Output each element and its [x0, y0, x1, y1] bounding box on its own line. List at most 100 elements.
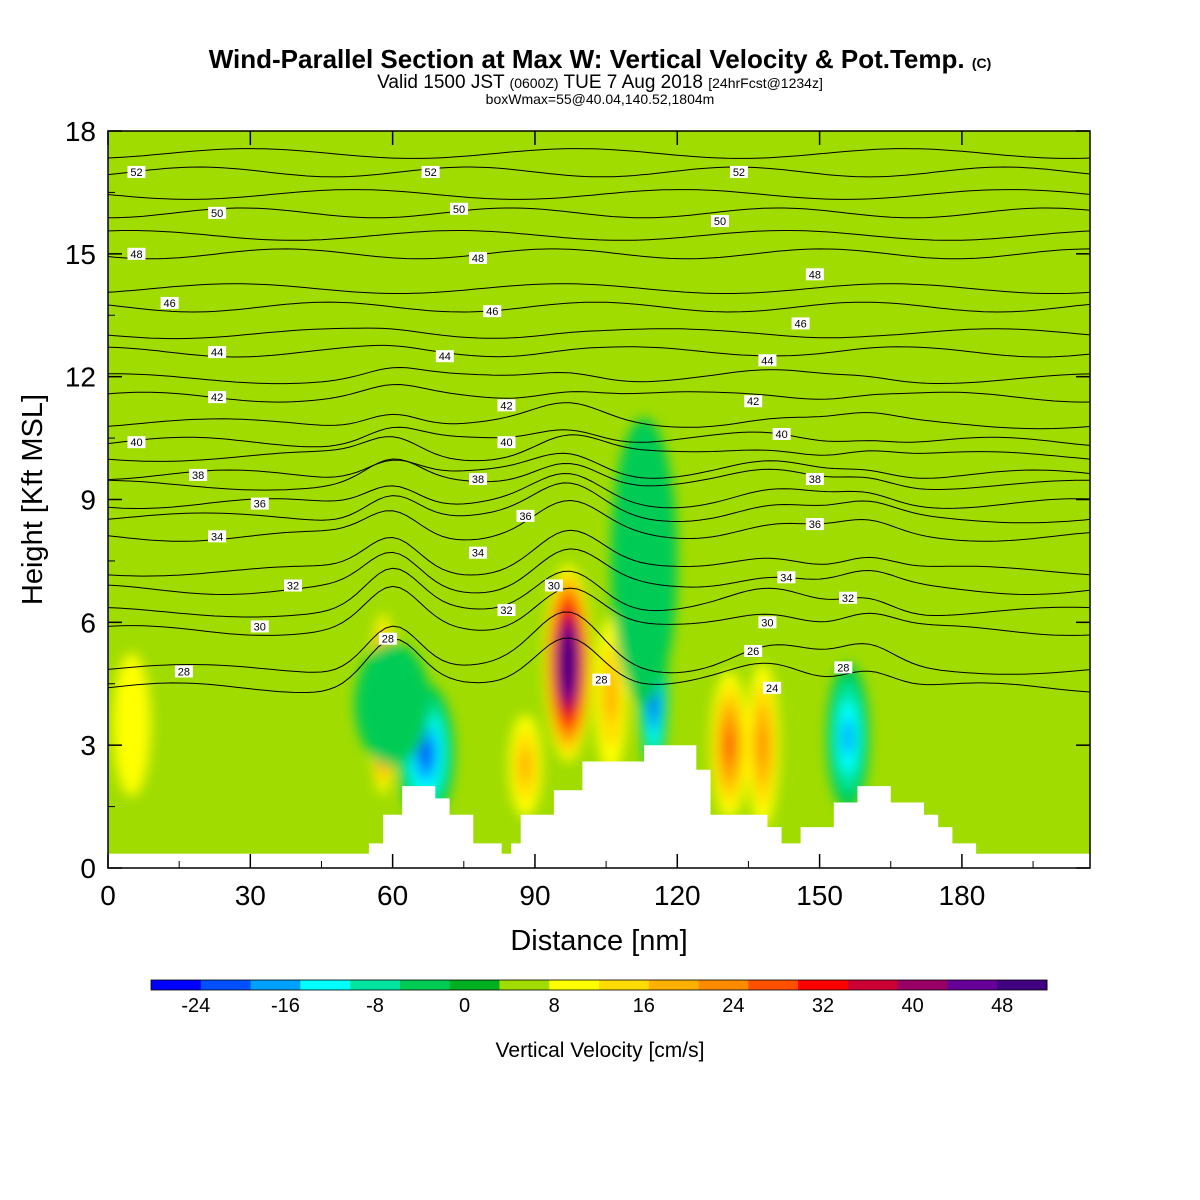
theta-contour-34-minor: [108, 482, 1090, 524]
contour-label-text: 36: [519, 511, 531, 523]
contour-label-40: 26: [744, 644, 763, 658]
forecast-info: [24hrFcst@1234z]: [708, 75, 823, 91]
colorbar-swatch: [399, 980, 451, 990]
x-tick-label: 0: [100, 880, 116, 911]
contour-label-box: [758, 354, 777, 367]
contour-label-29: 34: [777, 571, 796, 584]
contour-label-text: 32: [287, 580, 299, 592]
contour-label-box: [469, 251, 488, 264]
contour-label-text: 32: [842, 593, 854, 605]
contour-label-box: [160, 296, 179, 309]
contour-label-35: 30: [758, 616, 777, 629]
theta-contour-32-minor: [108, 529, 1090, 577]
y-tick-label: 12: [65, 362, 96, 393]
valid-time-prefix: Valid 1500 JST: [377, 72, 505, 93]
contour-label-38: 28: [592, 673, 611, 687]
colorbar-swatch: [499, 980, 550, 990]
contour-label-text: 30: [761, 617, 773, 629]
contour-label-box: [435, 350, 454, 363]
colorbar-tick-label: 32: [812, 995, 834, 1017]
contour-label-box: [208, 530, 227, 543]
contour-label-text: 48: [809, 269, 821, 281]
theta-contour-38: [108, 452, 1090, 481]
contour-label-10: 46: [483, 305, 502, 318]
theta-contour-40-minor: [108, 402, 1090, 430]
theta-contour-44: [108, 344, 1090, 358]
contour-label-5: 50: [710, 215, 729, 228]
contour-label-15: 42: [208, 391, 227, 404]
colorbar: -24 -16 -8 0 8 16 24 32 40 48 Vertical Velocity [c…: [150, 979, 1048, 1062]
contour-label-text: 32: [500, 605, 512, 617]
theta-contour-46-minor: [108, 283, 1090, 294]
terrain-fill: [108, 745, 1090, 868]
contour-label-31: 32: [497, 604, 516, 617]
contour-label-text: 38: [809, 474, 821, 486]
theta-contour-28: [108, 637, 1090, 693]
velocity-cell-8-level-0: [610, 417, 678, 705]
colorbar-tick-label: -16: [271, 995, 300, 1017]
contour-label-21: 38: [189, 468, 208, 482]
theta-contour-50: [108, 207, 1090, 219]
contour-label-7: 48: [469, 251, 488, 265]
contour-label-text: 42: [211, 392, 223, 404]
colorbar-swatch: [798, 980, 849, 990]
contour-label-box: [378, 632, 397, 645]
contour-label-text: 46: [164, 298, 176, 310]
contour-label-box: [421, 165, 440, 178]
contour-label-text: 40: [500, 437, 512, 449]
contour-label-text: 36: [809, 519, 821, 531]
contour-label-box: [777, 571, 796, 584]
contour-label-box: [744, 395, 763, 408]
contour-label-text: 24: [766, 683, 778, 695]
contour-label-14: 44: [758, 354, 777, 367]
colorbar-swatch: [599, 980, 650, 990]
colorbar-label: Vertical Velocity [cm/s]: [496, 1039, 705, 1062]
contour-label-box: [772, 427, 791, 440]
theta-contour-48: [108, 248, 1090, 260]
contour-label-box: [758, 616, 777, 629]
contour-label-39: 28: [834, 661, 853, 674]
contour-label-text: 50: [714, 216, 726, 228]
theta-contour-52-minor: [108, 148, 1090, 159]
velocity-cell-1-level-12: [566, 655, 570, 671]
colorbar-swatch: [847, 980, 899, 990]
contour-label-text: 52: [733, 167, 745, 179]
contour-label-text: 40: [130, 437, 142, 449]
theta-contour-44-minor: [108, 327, 1090, 340]
colorbar-tick-label: -24: [181, 995, 210, 1017]
x-tick-label: 30: [235, 880, 266, 911]
x-tick-label: 90: [519, 880, 550, 911]
contour-label-20: 40: [772, 427, 791, 441]
theta-contour-52: [108, 166, 1090, 178]
contour-label-26: 36: [805, 518, 824, 531]
contour-label-text: 28: [382, 634, 394, 646]
contour-label-text: 38: [192, 470, 204, 482]
velocity-cell-6-level-3: [842, 718, 854, 756]
colorbar-swatch: [350, 980, 401, 990]
contour-label-33: 30: [250, 620, 269, 633]
y-tick-label: 18: [65, 116, 96, 147]
contour-label-2: 52: [729, 165, 748, 179]
contour-label-34: 30: [544, 579, 563, 592]
contour-label-16: 42: [497, 399, 516, 412]
contour-label-text: 30: [254, 621, 266, 633]
contour-label-13: 44: [435, 350, 454, 363]
contour-label-30: 32: [284, 579, 303, 592]
contour-label-box: [250, 620, 269, 633]
contour-label-box: [710, 215, 729, 228]
contour-label-36: 28: [174, 665, 193, 678]
colorbar-swatch: [449, 980, 500, 990]
theta-contour-42-minor: [108, 366, 1090, 385]
contour-label-box: [208, 206, 227, 219]
contour-label-25: 36: [516, 509, 535, 523]
contour-label-28: 34: [469, 546, 488, 560]
contour-label-27: 34: [208, 530, 227, 543]
contour-label-text: 40: [776, 429, 788, 441]
x-tick-label: 120: [654, 880, 701, 911]
contour-label-37: 28: [378, 632, 397, 646]
contour-label-box: [805, 473, 824, 486]
theta-contour-50-minor: [108, 189, 1090, 200]
contour-label-6: 48: [127, 247, 146, 261]
contour-label-box: [483, 305, 502, 318]
